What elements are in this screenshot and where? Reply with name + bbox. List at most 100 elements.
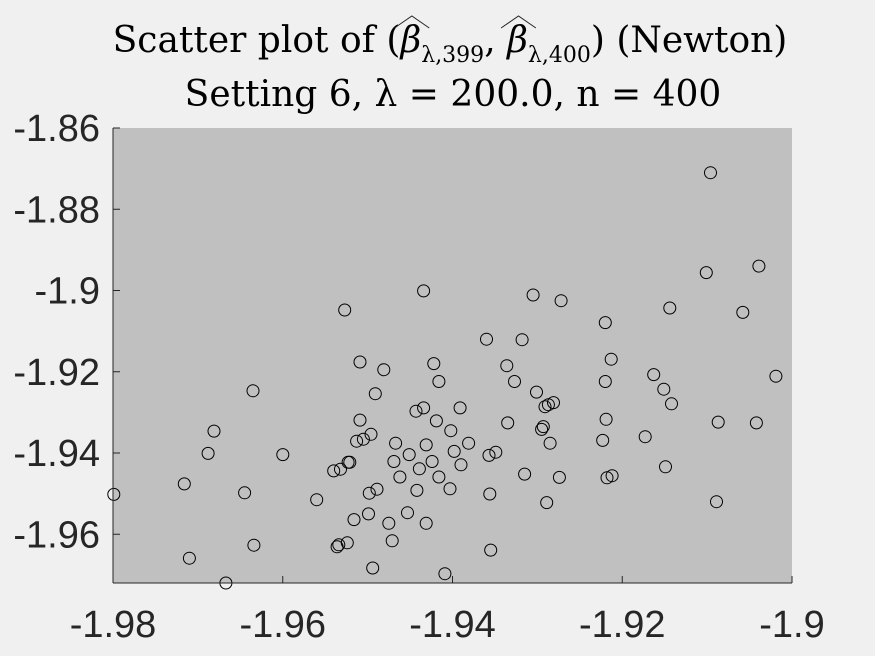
title-hat-2 [500,15,537,29]
scatter-point-29 [368,387,382,401]
scatter-point-42 [417,284,431,298]
scatter-point-55 [453,401,467,415]
scatter-point-4 [201,446,215,460]
scatter-point-54 [447,444,461,458]
scatter-point-43 [417,401,431,415]
title-subscript-1: λ,399 [421,43,484,68]
chart-title-line1: Scatter plot of (βλ,399, βλ,400) (Newton… [113,20,788,68]
y-tick-label: -1.92 [13,352,100,394]
scatter-point-79 [596,433,610,447]
scatter-point-88 [657,382,671,396]
scatter-point-85 [605,469,619,483]
scatter-point-49 [432,375,446,388]
scatter-point-63 [500,359,514,373]
scatter-point-20 [347,513,361,527]
scatter-point-10 [276,448,290,462]
data-points [107,166,783,590]
scatter-point-61 [484,543,498,557]
scatter-point-62 [489,445,503,459]
scatter-point-48 [429,414,443,428]
scatter-point-73 [540,496,554,510]
title-suffix: ) (Newton) [591,20,788,61]
scatter-point-60 [483,487,497,501]
scatter-point-84 [604,352,618,366]
scatter-point-86 [638,430,652,444]
scatter-point-80 [598,375,612,388]
x-axis-ticks: -1.98 -1.96 -1.94 -1.92 -1.9 [70,576,825,646]
title-separator: , [484,20,507,61]
scatter-point-36 [393,470,407,484]
scatter-point-40 [410,483,424,497]
scatter-point-90 [663,301,677,315]
scatter-point-35 [389,436,403,450]
y-tick-label: -1.96 [13,514,100,556]
scatter-point-1 [107,487,121,501]
scatter-point-76 [547,396,560,410]
scatter-point-94 [710,495,723,509]
scatter-point-39 [409,404,423,418]
scatter-point-32 [382,516,396,530]
scatter-point-69 [530,385,543,399]
scatter-point-2 [177,477,191,491]
scatter-point-77 [552,470,566,484]
scatter-point-53 [444,424,458,438]
chart-title-line2: Setting 6, λ = 200.0, n = 400 [185,74,722,115]
scatter-point-96 [736,305,750,319]
y-tick-label: -1.9 [35,271,100,313]
y-tick-label: -1.86 [13,108,100,150]
x-tick-label: -1.94 [409,604,496,646]
y-tick-label: -1.88 [13,189,100,231]
scatter-point-92 [699,266,713,280]
scatter-point-30 [370,482,384,496]
scatter-point-67 [518,467,532,481]
title-hat-1 [394,15,430,29]
title-subscript-2: λ,400 [528,43,591,68]
scatter-point-26 [362,486,376,500]
scatter-point-93 [704,166,717,180]
scatter-point-15 [334,462,347,476]
scatter-point-45 [419,438,433,452]
plot-area [113,128,792,583]
scatter-point-22 [353,413,367,427]
scatter-point-71 [536,420,550,434]
scatter-point-11 [310,493,324,507]
x-tick-label: -1.92 [579,604,666,646]
scatter-point-47 [427,357,441,371]
scatter-point-25 [362,507,375,521]
scatter-point-46 [425,455,439,468]
scatter-point-59 [482,448,496,462]
scatter-point-16 [338,303,352,317]
scatter-point-44 [419,516,433,530]
scatter-point-31 [377,363,391,377]
scatter-point-89 [659,460,672,474]
scatter-point-66 [515,333,529,347]
y-tick-label: -1.94 [13,433,100,475]
title-beta-2: β [505,20,528,61]
x-tick-label: -1.9 [759,604,824,646]
scatter-point-14 [332,538,346,552]
scatter-point-38 [402,448,416,462]
scatter-point-19 [343,455,357,469]
scatter-point-37 [401,506,414,520]
scatter-point-51 [438,567,452,581]
scatter-point-56 [454,458,468,472]
title-prefix: Scatter plot of ( [113,20,401,61]
scatter-point-17 [340,536,354,550]
scatter-point-50 [432,470,446,484]
scatter-point-99 [769,369,783,383]
scatter-point-28 [366,561,380,575]
scatter-point-81 [598,316,612,330]
scatter-point-34 [387,455,401,468]
scatter-point-64 [501,416,515,430]
scatter-point-87 [647,368,661,382]
scatter-point-3 [182,551,196,565]
scatter-point-97 [749,416,763,430]
scatter-point-58 [480,332,493,346]
scatter-point-52 [443,482,457,496]
scatter-point-5 [207,424,221,438]
scatter-point-68 [526,288,540,302]
scatter-point-65 [508,375,521,388]
scatter-point-95 [711,415,725,429]
scatter-point-21 [350,434,364,448]
